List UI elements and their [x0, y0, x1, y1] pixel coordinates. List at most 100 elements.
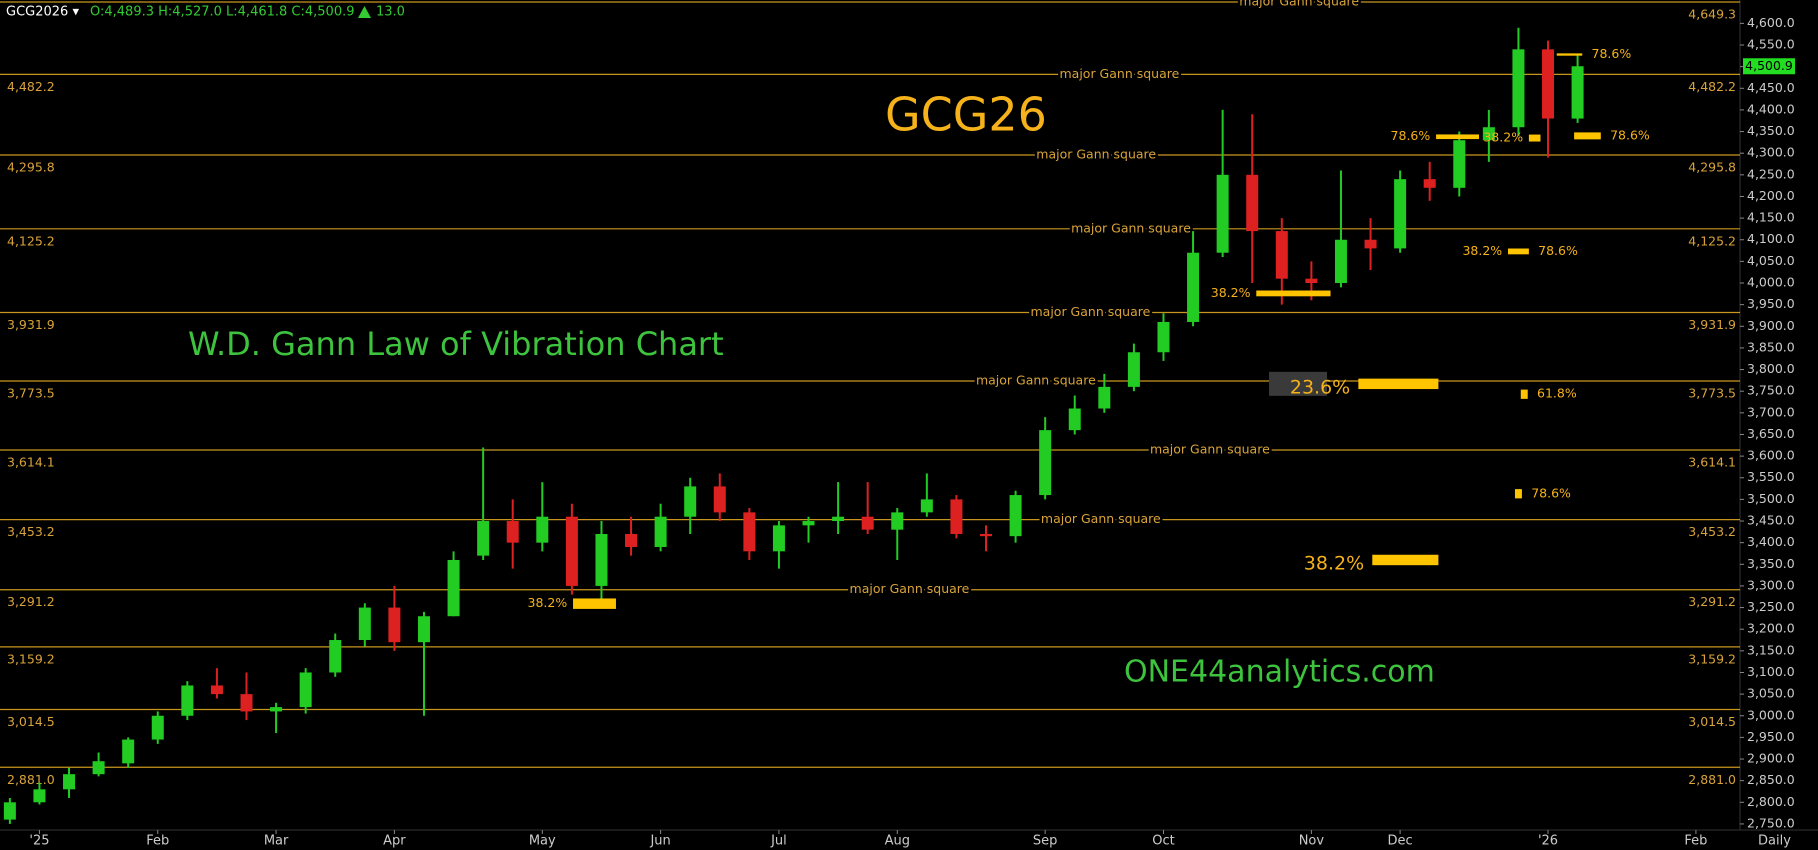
y-tick-label: 3,300.0	[1747, 577, 1795, 592]
candle-body	[1157, 321, 1170, 353]
level-label-left: 3,159.2	[7, 651, 55, 666]
y-tick-label: 3,450.0	[1747, 513, 1795, 528]
candle-body	[1423, 179, 1436, 188]
candle-body	[417, 616, 430, 643]
change-value: 13.0	[376, 5, 405, 20]
y-tick-label: 4,150.0	[1747, 210, 1795, 225]
y-tick-label: 4,300.0	[1747, 145, 1795, 160]
level-label-right: 2,881.0	[1688, 772, 1736, 787]
candle-body	[210, 685, 223, 695]
fib-bar	[1520, 389, 1528, 399]
last-price-label: 4,500.9	[1745, 58, 1793, 73]
x-tick-label: Feb	[1684, 834, 1707, 849]
interval-label[interactable]: Daily	[1758, 834, 1791, 849]
ohlc-readout: O:4,489.3 H:4,527.0 L:4,461.8 C:4,500.9	[90, 5, 355, 20]
x-tick-label: Nov	[1299, 834, 1325, 849]
level-label-right: 4,649.3	[1688, 7, 1736, 22]
fib-bar	[1574, 132, 1601, 140]
x-tick-label: Dec	[1388, 834, 1413, 849]
x-tick-label: Mar	[264, 834, 289, 849]
y-tick-label: 3,550.0	[1747, 469, 1795, 484]
x-tick-label: '25	[29, 834, 49, 849]
y-tick-label: 3,600.0	[1747, 448, 1795, 463]
candle-body	[270, 707, 283, 712]
fib-bar	[573, 598, 616, 609]
level-note: major Gann square	[1059, 66, 1179, 81]
candle-body	[920, 499, 933, 513]
candle-body	[1482, 127, 1495, 141]
level-label-left: 4,125.2	[7, 233, 55, 248]
y-tick-label: 3,400.0	[1747, 534, 1795, 549]
level-label-left: 2,881.0	[7, 772, 55, 787]
y-tick-label: 3,000.0	[1747, 707, 1795, 722]
candle-body	[1453, 140, 1466, 188]
candle-body	[772, 525, 785, 552]
candle-body	[181, 685, 194, 716]
y-tick-label: 4,000.0	[1747, 275, 1795, 290]
fib-label: 23.6%	[1290, 376, 1350, 398]
chart-title: GCG26	[885, 88, 1047, 142]
level-note: major Gann square	[976, 373, 1096, 388]
y-tick-label: 3,100.0	[1747, 664, 1795, 679]
fib-label: 38.2%	[1304, 552, 1364, 574]
candle-body	[1068, 408, 1081, 431]
candle-body	[447, 559, 460, 617]
level-label-right: 3,931.9	[1688, 317, 1736, 332]
level-label-right: 3,773.5	[1688, 386, 1736, 401]
candle-body	[299, 672, 312, 708]
level-label-right: 3,453.2	[1688, 524, 1736, 539]
level-note: major Gann square	[1041, 511, 1161, 526]
fib-bar	[1436, 134, 1479, 140]
fib-label: 38.2%	[1462, 243, 1502, 258]
level-label-left: 3,014.5	[7, 714, 55, 729]
level-note: major Gann square	[850, 581, 970, 596]
y-tick-label: 2,800.0	[1747, 794, 1795, 809]
candle-body	[1098, 386, 1111, 409]
candle-body	[240, 694, 253, 712]
watermark: ONE44analytics.com	[1124, 655, 1435, 690]
y-tick-label: 3,250.0	[1747, 599, 1795, 614]
level-label-left: 3,773.5	[7, 386, 55, 401]
level-label-right: 4,482.2	[1688, 79, 1736, 94]
fib-label: 38.2%	[528, 595, 568, 610]
fib-bar	[1528, 134, 1541, 142]
candle-body	[1334, 239, 1347, 284]
y-tick-label: 3,650.0	[1747, 426, 1795, 441]
y-tick-label: 2,900.0	[1747, 751, 1795, 766]
y-tick-label: 3,700.0	[1747, 404, 1795, 419]
candle-body	[565, 516, 578, 586]
y-tick-label: 4,200.0	[1747, 188, 1795, 203]
level-label-left: 3,291.2	[7, 594, 55, 609]
x-tick-label: Jul	[770, 834, 787, 849]
level-label-left: 3,931.9	[7, 317, 55, 332]
y-tick-label: 2,950.0	[1747, 729, 1795, 744]
y-tick-label: 4,400.0	[1747, 101, 1795, 116]
y-tick-label: 3,050.0	[1747, 686, 1795, 701]
level-label-left: 4,482.2	[7, 79, 55, 94]
y-tick-label: 4,550.0	[1747, 37, 1795, 52]
candle-body	[151, 715, 164, 740]
candle-body	[33, 789, 46, 803]
y-tick-label: 3,150.0	[1747, 642, 1795, 657]
candle-body	[92, 761, 105, 775]
candle-body	[861, 516, 874, 530]
y-tick-label: 3,350.0	[1747, 556, 1795, 571]
fib-bar	[1358, 378, 1439, 390]
candle-body	[950, 499, 963, 535]
candle-body	[802, 521, 815, 526]
level-label-left: 3,614.1	[7, 455, 55, 470]
level-note: major Gann square	[1030, 304, 1150, 319]
x-tick-label: Aug	[885, 834, 910, 849]
candle-body	[595, 534, 608, 586]
candle-body	[1364, 239, 1377, 249]
fib-bar	[1556, 53, 1583, 56]
candle-body	[1542, 49, 1555, 119]
candle-body	[358, 607, 371, 641]
candle-body	[63, 774, 76, 790]
fib-label: 78.6%	[1610, 127, 1650, 142]
symbol-selector[interactable]: GCG2026 ▾	[6, 5, 79, 20]
fib-label: 38.2%	[1483, 130, 1523, 145]
